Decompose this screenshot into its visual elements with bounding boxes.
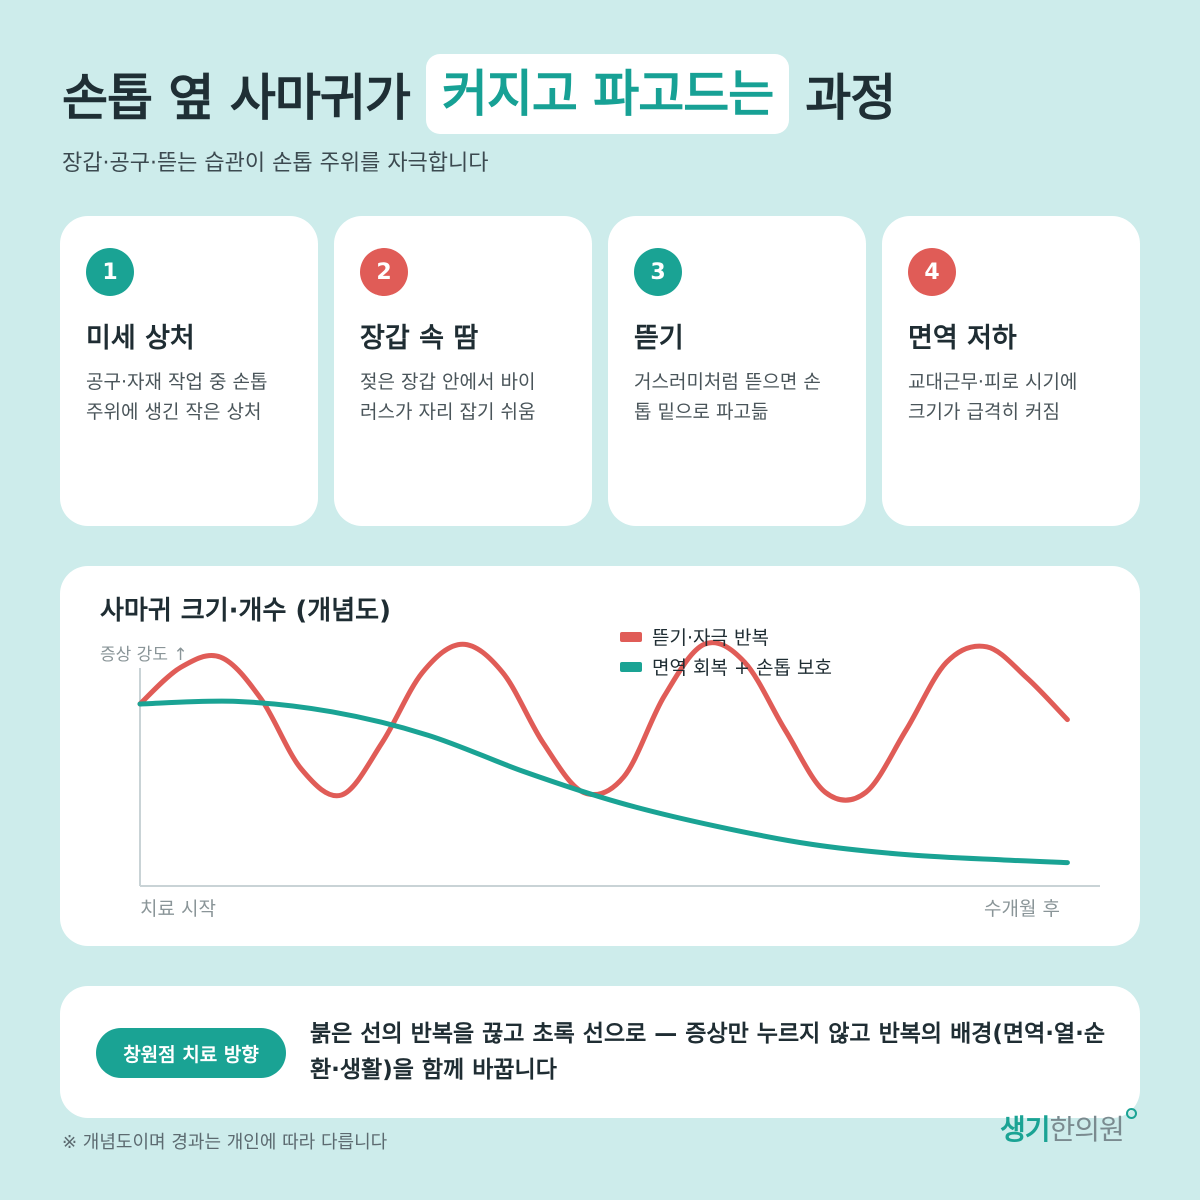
chart-card: 사마귀 크기·개수 (개념도) 증상 강도 ↑ 치료 시작 수개월 후 뜯기·자… — [60, 566, 1140, 946]
step-description: 거스러미처럼 뜯으면 손 톱 밑으로 파고듦 — [634, 367, 840, 427]
title-after: 과정 — [805, 69, 896, 127]
logo-text-main: 생기 — [1000, 1113, 1051, 1146]
treatment-badge: 창원점 치료 방향 — [96, 1028, 286, 1078]
legend-label-teal: 면역 회복 + 손톱 보호 — [652, 657, 832, 679]
concept-line-chart: 증상 강도 ↑ 치료 시작 수개월 후 뜯기·자극 반복 면역 회복 + 손톱 … — [100, 627, 1100, 920]
legend-swatch-red — [620, 632, 642, 642]
footnote: ※ 개념도이며 경과는 개인에 따라 다릅니다 — [62, 1132, 388, 1153]
chart-legend: 뜯기·자극 반복 면역 회복 + 손톱 보호 — [620, 627, 832, 679]
treatment-direction-card: 창원점 치료 방향 붉은 선의 반복을 끊고 초록 선으로 — 증상만 누르지 … — [60, 986, 1140, 1118]
logo-text-sub: 한의원 — [1049, 1113, 1125, 1146]
step-description-line: 공구·자재 작업 중 손톱 — [86, 371, 268, 393]
step-card-2: 2 장갑 속 땀 젖은 장갑 안에서 바이 러스가 자리 잡기 쉬움 — [334, 216, 592, 526]
legend-label-red: 뜯기·자극 반복 — [652, 627, 769, 649]
step-description-line: 크기가 급격히 커짐 — [908, 401, 1060, 423]
step-card-4: 4 면역 저하 교대근무·피로 시기에 크기가 급격히 커짐 — [882, 216, 1140, 526]
step-description-line: 톱 밑으로 파고듦 — [634, 401, 769, 423]
step-title: 뜯기 — [634, 323, 684, 354]
chart-title: 사마귀 크기·개수 (개념도) — [100, 596, 391, 626]
step-description-line: 러스가 자리 잡기 쉬움 — [360, 401, 536, 423]
series-line-repeat-irritation — [137, 640, 1070, 803]
step-description: 교대근무·피로 시기에 크기가 급격히 커짐 — [908, 367, 1114, 427]
legend-swatch-teal — [620, 662, 642, 672]
x-end-label: 수개월 후 — [984, 898, 1060, 920]
step-number-badge: 3 — [634, 248, 682, 296]
step-title: 면역 저하 — [908, 323, 1017, 354]
clinic-logo: 생기한의원 — [1000, 1108, 1137, 1148]
logo-dot-icon — [1125, 1108, 1137, 1119]
title-highlight: 커지고 파고드는 — [425, 54, 790, 134]
step-description-line: 젖은 장갑 안에서 바이 — [360, 371, 536, 393]
step-description-line: 거스러미처럼 뜯으면 손 — [634, 371, 821, 393]
title-before: 손톱 옆 사마귀가 — [62, 69, 411, 127]
page-subtitle: 장갑·공구·뜯는 습관이 손톱 주위를 자극합니다 — [62, 151, 489, 176]
step-card-3: 3 뜯기 거스러미처럼 뜯으면 손 톱 밑으로 파고듦 — [608, 216, 866, 526]
step-description: 젖은 장갑 안에서 바이 러스가 자리 잡기 쉬움 — [360, 367, 566, 427]
step-title: 장갑 속 땀 — [360, 323, 479, 354]
x-start-label: 치료 시작 — [140, 898, 216, 920]
series-line-immune-recovery — [137, 698, 1070, 866]
step-number-badge: 1 — [86, 248, 134, 296]
y-axis-label: 증상 강도 ↑ — [100, 645, 188, 665]
series-layer — [137, 640, 1070, 866]
step-cards: 1 미세 상처 공구·자재 작업 중 손톱 주위에 생긴 작은 상처 2 장갑 … — [60, 216, 1140, 526]
page-title: 손톱 옆 사마귀가 커지고 파고드는 과정 — [62, 52, 896, 136]
step-number-badge: 4 — [908, 248, 956, 296]
step-title: 미세 상처 — [86, 323, 195, 354]
treatment-message: 붉은 선의 반복을 끊고 초록 선으로 — 증상만 누르지 않고 반복의 배경(… — [310, 1021, 1106, 1083]
step-description: 공구·자재 작업 중 손톱 주위에 생긴 작은 상처 — [86, 367, 292, 427]
step-card-1: 1 미세 상처 공구·자재 작업 중 손톱 주위에 생긴 작은 상처 — [60, 216, 318, 526]
step-description-line: 주위에 생긴 작은 상처 — [86, 401, 262, 423]
step-number-badge: 2 — [360, 248, 408, 296]
step-description-line: 교대근무·피로 시기에 — [908, 371, 1078, 393]
